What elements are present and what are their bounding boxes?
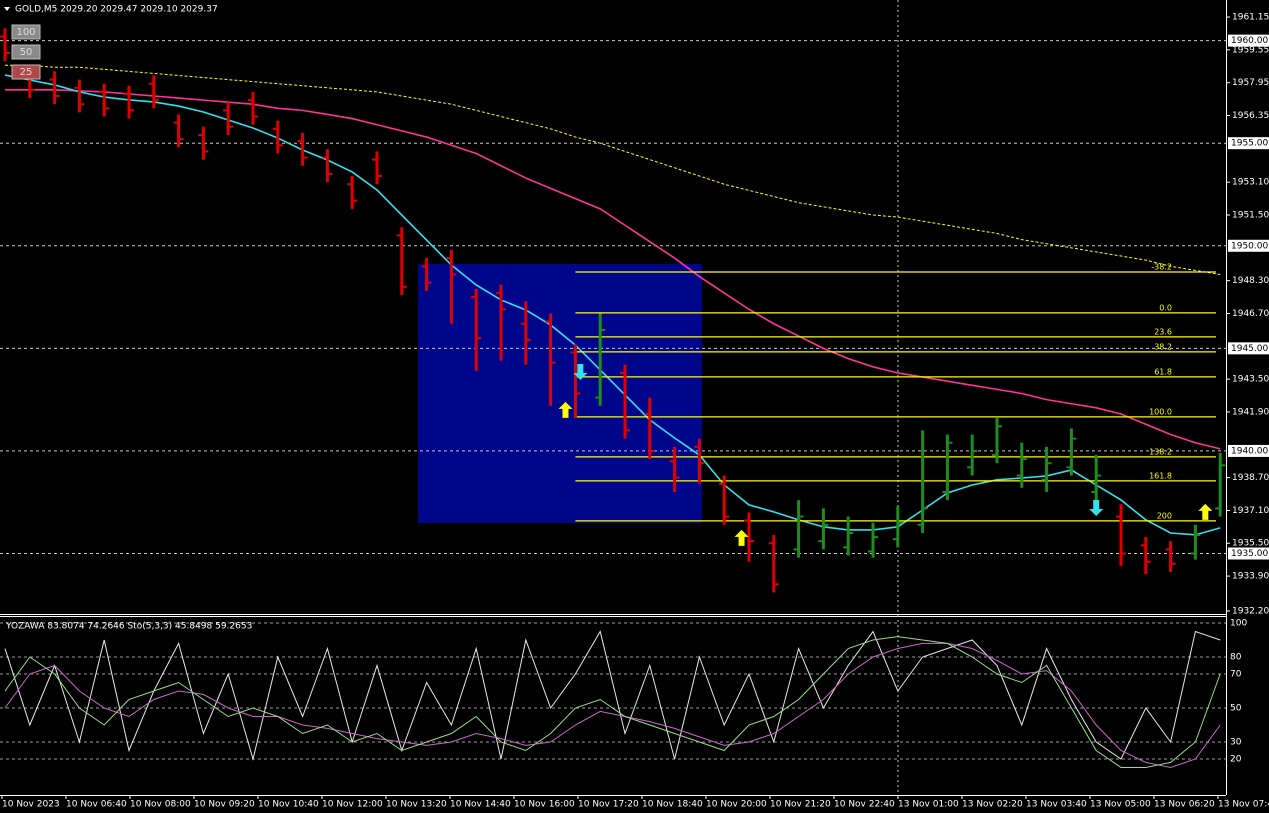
signal-arrow <box>573 363 588 380</box>
y-tick-label: 1961.15 <box>1232 13 1269 23</box>
main-panel: -38.2 0.0 23.6 38.2 61.8 100.0 138.2 161.8 200 <box>0 28 1226 593</box>
indicator-tick-label: 20 <box>1230 755 1242 765</box>
x-tick-label: 13 Nov 03:40 <box>1026 800 1087 810</box>
y-tick-label: 1938.70 <box>1232 473 1269 483</box>
y-tick-label: 1943.50 <box>1232 375 1269 385</box>
signal-arrow <box>734 529 749 546</box>
fibo-label: 161.8 <box>1149 471 1172 480</box>
x-tick-label: 10 Nov 18:40 <box>642 800 703 810</box>
x-tick-label: 10 Nov 2023 <box>2 800 60 810</box>
moving-average <box>5 64 1221 275</box>
signal-arrow <box>1089 499 1104 516</box>
x-tick-label: 13 Nov 02:20 <box>962 800 1023 810</box>
indicator-tick-label: 50 <box>1230 704 1242 714</box>
y-tick-label: 1935.50 <box>1232 539 1269 549</box>
indicator-line <box>4 630 1221 761</box>
level-label: 1960.00 <box>1231 36 1268 46</box>
fibo-label: 200 <box>1157 511 1172 520</box>
y-tick-label: 1953.10 <box>1232 178 1269 188</box>
chart-title: GOLD,M5 2029.20 2029.47 2029.10 2029.37 <box>15 5 218 15</box>
zoom-button[interactable] <box>11 44 41 60</box>
fibo-label: 0.0 <box>1159 303 1172 312</box>
level-label: 1945.00 <box>1231 344 1268 354</box>
x-tick-label: 13 Nov 01:00 <box>898 800 959 810</box>
x-tick-label: 13 Nov 06:20 <box>1154 800 1215 810</box>
x-tick-label: 10 Nov 14:40 <box>450 800 511 810</box>
moving-average <box>4 74 1221 536</box>
x-tick-label: 13 Nov 05:00 <box>1090 800 1151 810</box>
zoom-button[interactable] <box>11 24 41 40</box>
indicator-title: YOZAWA 83.8074 74.2646 Sto(5,3,3) 45.849… <box>5 622 252 632</box>
indicator-tick-label: 80 <box>1230 653 1242 663</box>
fibo-label: -38.2 <box>1151 263 1172 272</box>
indicator-tick-label: 70 <box>1230 670 1242 680</box>
signal-arrow <box>1198 503 1213 520</box>
level-box <box>1228 137 1269 150</box>
level-box <box>1228 547 1269 560</box>
y-tick-label: 1959.55 <box>1232 45 1269 55</box>
fibo-label: 138.2 <box>1149 447 1172 456</box>
level-label: 1950.00 <box>1231 241 1268 251</box>
x-tick-label: 10 Nov 09:20 <box>194 800 255 810</box>
y-tick-label: 1933.90 <box>1232 572 1269 582</box>
x-tick-label: 10 Nov 21:20 <box>770 800 831 810</box>
x-tick-label: 10 Nov 20:00 <box>706 800 767 810</box>
moving-average <box>5 89 1221 450</box>
level-box <box>1228 34 1269 47</box>
level-box <box>1228 342 1269 355</box>
x-tick-label: 10 Nov 16:00 <box>514 800 575 810</box>
level-label: 1940.00 <box>1231 446 1268 456</box>
x-tick-label: 10 Nov 10:40 <box>258 800 319 810</box>
rectangle-zone <box>417 264 702 523</box>
level-label: 1955.00 <box>1231 139 1268 149</box>
zoom-button-label: 25 <box>20 67 33 78</box>
y-tick-label: 1948.30 <box>1232 276 1269 286</box>
y-tick-label: 1937.10 <box>1232 506 1269 516</box>
level-label: 1935.00 <box>1231 549 1268 559</box>
y-tick-label: 1941.90 <box>1232 407 1269 417</box>
x-tick-label: 10 Nov 17:20 <box>578 800 639 810</box>
level-box <box>1228 239 1269 252</box>
fibo-label: 100.0 <box>1149 407 1172 416</box>
indicator-line <box>4 636 1221 768</box>
signal-arrow <box>558 401 573 418</box>
x-tick-label: 10 Nov 06:40 <box>66 800 127 810</box>
zoom-button-label: 100 <box>16 27 35 38</box>
x-tick-label: 10 Nov 13:20 <box>386 800 447 810</box>
fibo-label: 38.2 <box>1154 342 1172 351</box>
x-tick-label: 10 Nov 08:00 <box>130 800 191 810</box>
y-tick-label: 1946.70 <box>1232 309 1269 319</box>
fibo-label: 61.8 <box>1154 367 1172 376</box>
fibo-label: 23.6 <box>1154 327 1172 336</box>
indicator-tick-label: 100 <box>1230 619 1247 629</box>
level-box <box>1228 444 1269 457</box>
zoom-button[interactable] <box>11 64 41 80</box>
y-tick-label: 1951.50 <box>1232 211 1269 221</box>
indicator-panel <box>0 622 1226 769</box>
zoom-button-label: 50 <box>20 47 33 58</box>
menu-arrow[interactable] <box>4 7 10 11</box>
y-tick-label: 1932.20 <box>1232 606 1269 616</box>
indicator-line <box>4 642 1221 769</box>
y-tick-label: 1956.35 <box>1232 111 1269 121</box>
indicator-tick-label: 30 <box>1230 738 1242 748</box>
x-tick-label: 10 Nov 12:00 <box>322 800 383 810</box>
x-tick-label: 13 Nov 07:4 <box>1218 800 1269 810</box>
y-tick-label: 1957.95 <box>1232 78 1269 88</box>
x-tick-label: 10 Nov 22:40 <box>834 800 895 810</box>
